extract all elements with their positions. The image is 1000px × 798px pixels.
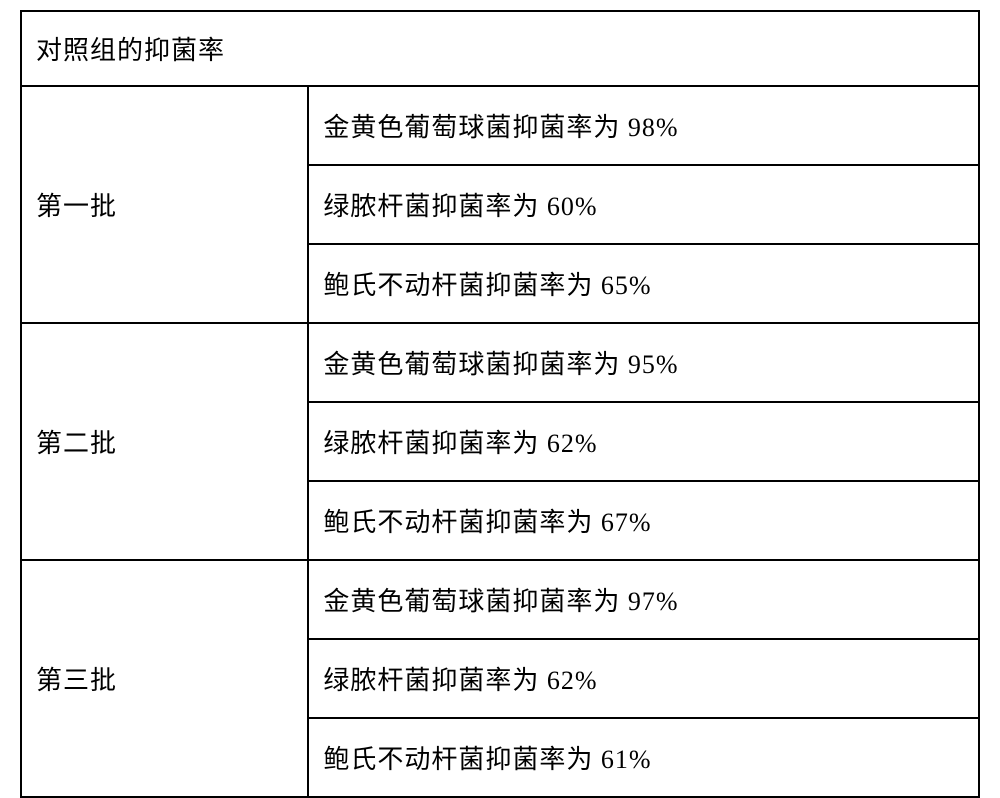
table-row: 第一批 金黄色葡萄球菌抑菌率为 98% (21, 86, 979, 165)
table-row: 第二批 金黄色葡萄球菌抑菌率为 95% (21, 323, 979, 402)
inhibition-value: 金黄色葡萄球菌抑菌率为 98% (308, 86, 979, 165)
batch-label: 第三批 (21, 560, 308, 797)
table-title: 对照组的抑菌率 (21, 11, 979, 86)
batch-label: 第一批 (21, 86, 308, 323)
table-row: 第三批 金黄色葡萄球菌抑菌率为 97% (21, 560, 979, 639)
inhibition-value: 鲍氏不动杆菌抑菌率为 65% (308, 244, 979, 323)
batch-label: 第二批 (21, 323, 308, 560)
page-container: 对照组的抑菌率 第一批 金黄色葡萄球菌抑菌率为 98% 绿脓杆菌抑菌率为 60%… (0, 0, 1000, 750)
inhibition-value: 金黄色葡萄球菌抑菌率为 97% (308, 560, 979, 639)
table-header-row: 对照组的抑菌率 (21, 11, 979, 86)
inhibition-value: 金黄色葡萄球菌抑菌率为 95% (308, 323, 979, 402)
inhibition-value: 绿脓杆菌抑菌率为 60% (308, 165, 979, 244)
inhibition-value: 绿脓杆菌抑菌率为 62% (308, 639, 979, 718)
inhibition-value: 鲍氏不动杆菌抑菌率为 67% (308, 481, 979, 560)
inhibition-value: 鲍氏不动杆菌抑菌率为 61% (308, 718, 979, 797)
inhibition-value: 绿脓杆菌抑菌率为 62% (308, 402, 979, 481)
inhibition-rate-table: 对照组的抑菌率 第一批 金黄色葡萄球菌抑菌率为 98% 绿脓杆菌抑菌率为 60%… (20, 10, 980, 798)
